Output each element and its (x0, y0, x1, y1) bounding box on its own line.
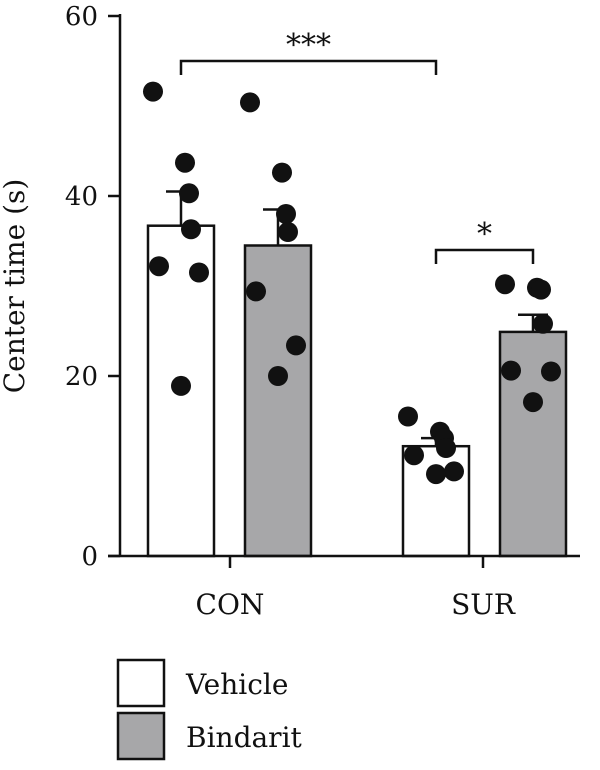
data-point-con-vehicle (175, 152, 195, 173)
significance-label: * (477, 217, 492, 252)
data-point-con-bindarit (278, 222, 298, 242)
legend-label-bindarit: Bindarit (186, 721, 303, 754)
data-point-con-bindarit (246, 281, 266, 302)
legend-swatch-vehicle (116, 658, 166, 708)
data-point-sur-bindarit (523, 392, 543, 413)
data-point-con-vehicle (181, 219, 201, 240)
significance-label: *** (286, 28, 331, 63)
data-point-con-vehicle (143, 81, 163, 102)
y-tick-label: 40 (65, 182, 98, 212)
data-point-sur-bindarit (541, 361, 561, 382)
data-point-con-vehicle (189, 262, 209, 283)
legend-label-vehicle: Vehicle (185, 668, 288, 701)
legend-swatch-bindarit (116, 711, 166, 761)
y-tick-label: 0 (81, 542, 98, 572)
data-point-con-bindarit (268, 366, 288, 386)
data-point-sur-vehicle (436, 438, 456, 458)
y-tick-label: 20 (65, 362, 98, 392)
data-point-sur-vehicle (404, 445, 424, 466)
data-point-sur-vehicle (398, 406, 418, 427)
data-point-sur-bindarit (501, 360, 521, 381)
data-point-sur-bindarit (495, 274, 515, 295)
data-point-sur-bindarit (531, 279, 551, 300)
data-point-sur-bindarit (533, 313, 553, 334)
data-point-con-vehicle (149, 256, 169, 277)
data-point-con-bindarit (240, 92, 260, 113)
data-point-sur-vehicle (426, 464, 446, 485)
significance-bracket (434, 248, 535, 264)
significance-bracket (179, 59, 438, 75)
y-axis-title: Center time (s) (0, 179, 31, 394)
data-point-con-bindarit (272, 162, 292, 183)
data-point-con-vehicle (171, 375, 191, 396)
category-label-sur: SUR (451, 588, 516, 621)
data-point-con-bindarit (276, 204, 296, 224)
category-label-con: CON (196, 588, 265, 621)
data-point-con-vehicle (179, 183, 199, 204)
data-point-sur-vehicle (444, 461, 464, 482)
y-tick-label: 60 (65, 2, 98, 32)
data-point-con-bindarit (286, 335, 306, 356)
